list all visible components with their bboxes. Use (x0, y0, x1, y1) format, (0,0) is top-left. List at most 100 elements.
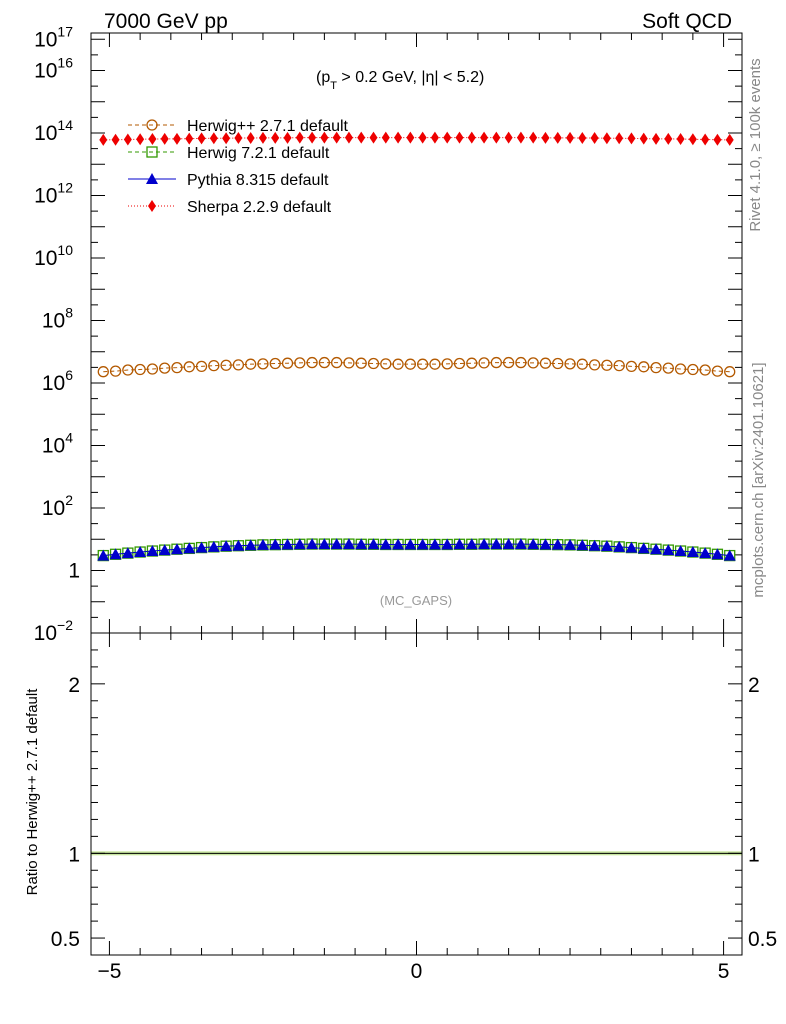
data-point-pythia-8-315-default (293, 538, 306, 550)
data-point-pythia-8-315-default (428, 538, 441, 550)
data-point-pythia-8-315-default (183, 542, 196, 554)
legend-label-sherpa-2-2-9-default: Sherpa 2.2.9 default (187, 199, 332, 216)
data-point-pythia-8-315-default (564, 538, 577, 550)
data-point-sherpa-2-2-9-default (283, 131, 292, 144)
data-point-sherpa-2-2-9-default (566, 131, 575, 144)
data-point-sherpa-2-2-9-default (271, 131, 280, 144)
data-point-herwig-2-7-1-default (245, 358, 257, 370)
data-point-herwig-2-7-1-default (294, 357, 306, 369)
data-point-pythia-8-315-default (613, 540, 626, 552)
series-line-pythia-8-315-default (103, 543, 730, 557)
ratio-ylabel: Ratio to Herwig++ 2.7.1 default (24, 688, 41, 896)
data-point-herwig-2-7-1-default (613, 359, 625, 372)
y-tick-label: 104 (42, 430, 73, 458)
legend-marker-herwig-2-7-1-default (146, 119, 158, 131)
data-point-pythia-8-315-default (416, 538, 429, 550)
data-point-herwig-2-7-1-default (515, 356, 527, 369)
data-point-sherpa-2-2-9-default (160, 132, 169, 145)
ratio-plot-frame (90, 632, 743, 956)
y-tick-label: 102 (42, 492, 73, 520)
data-point-herwig-2-7-1-default (318, 356, 331, 369)
data-point-sherpa-2-2-9-default (197, 132, 206, 145)
data-point-pythia-8-315-default (490, 538, 503, 550)
data-point-sherpa-2-2-9-default (320, 131, 329, 144)
data-point-pythia-8-315-default (478, 538, 491, 550)
data-point-sherpa-2-2-9-default (418, 131, 427, 144)
data-point-herwig-2-7-1-default (281, 357, 294, 369)
data-point-sherpa-2-2-9-default (344, 131, 353, 144)
data-point-sherpa-2-2-9-default (246, 132, 255, 145)
data-point-herwig-2-7-1-default (699, 364, 711, 376)
data-point-herwig-2-7-1-default (490, 356, 502, 369)
data-point-herwig-2-7-1-default (662, 362, 674, 374)
data-point-herwig-2-7-1-default (687, 363, 699, 376)
data-point-pythia-8-315-default (158, 544, 171, 556)
data-point-herwig-2-7-1-default (380, 358, 392, 370)
data-point-herwig-2-7-1-default (306, 356, 318, 369)
data-point-sherpa-2-2-9-default (369, 131, 378, 144)
data-point-sherpa-2-2-9-default (541, 131, 550, 144)
x-tick-label: 5 (718, 960, 730, 983)
data-point-pythia-8-315-default (379, 538, 392, 550)
data-point-herwig-2-7-1-default (404, 358, 417, 370)
data-point-sherpa-2-2-9-default (455, 131, 464, 144)
ratio-tick-label-left: 2 (68, 674, 80, 697)
data-point-herwig-2-7-1-default (416, 358, 429, 370)
data-point-herwig-2-7-1-default (146, 363, 159, 375)
data-point-sherpa-2-2-9-default (258, 131, 267, 144)
ratio-tick-label-left: 1 (68, 843, 80, 866)
header-left: 7000 GeV pp (104, 10, 228, 33)
data-point-herwig-2-7-1-default (269, 357, 281, 370)
data-point-sherpa-2-2-9-default (99, 133, 108, 146)
data-point-sherpa-2-2-9-default (443, 131, 452, 144)
data-point-herwig-2-7-1-default (195, 360, 208, 373)
data-point-pythia-8-315-default (514, 538, 527, 550)
data-point-sherpa-2-2-9-default (664, 132, 673, 145)
data-point-sherpa-2-2-9-default (406, 131, 415, 144)
legend-label-herwig-2-7-1-default: Herwig++ 2.7.1 default (187, 118, 349, 135)
data-point-pythia-8-315-default (551, 538, 564, 550)
data-point-pythia-8-315-default (232, 539, 245, 551)
data-point-sherpa-2-2-9-default (480, 131, 489, 144)
data-point-herwig-2-7-1-default (552, 357, 564, 370)
data-point-herwig-2-7-1-default (539, 357, 552, 369)
y-tick-label: 1016 (34, 55, 73, 83)
legend-marker-sherpa-2-2-9-default (148, 200, 156, 212)
data-point-herwig-2-7-1-default (674, 363, 687, 375)
legend-label-pythia-8-315-default: Pythia 8.315 default (187, 172, 329, 189)
data-point-herwig-2-7-1-default (355, 357, 367, 369)
data-point-sherpa-2-2-9-default (553, 131, 562, 144)
cut-label: (pT > 0.2 GeV, |η| < 5.2) (316, 69, 484, 92)
data-point-pythia-8-315-default (355, 538, 368, 550)
data-point-pythia-8-315-default (637, 542, 650, 554)
data-point-herwig-2-7-1-default (134, 363, 146, 376)
data-point-pythia-8-315-default (686, 546, 699, 558)
data-point-sherpa-2-2-9-default (172, 132, 181, 145)
data-point-pythia-8-315-default (367, 538, 380, 550)
data-point-sherpa-2-2-9-default (123, 133, 132, 146)
data-point-sherpa-2-2-9-default (492, 131, 501, 144)
data-point-pythia-8-315-default (244, 539, 257, 551)
data-point-sherpa-2-2-9-default (381, 131, 390, 144)
data-point-pythia-8-315-default (600, 540, 613, 552)
data-point-herwig-2-7-1-default (650, 361, 662, 374)
data-point-sherpa-2-2-9-default (467, 131, 476, 144)
data-point-pythia-8-315-default (207, 540, 220, 552)
data-point-pythia-8-315-default (318, 538, 331, 550)
cut-label-sub: T (330, 80, 337, 92)
ratio-ticks: 0.5 0.5 1 1 2 2 (51, 633, 777, 956)
data-point-herwig-2-7-1-default (343, 357, 355, 369)
x-tick-label: −5 (97, 960, 121, 983)
data-point-pythia-8-315-default (588, 539, 601, 551)
y-tick-label: 1 (68, 560, 80, 583)
data-point-pythia-8-315-default (723, 549, 736, 561)
data-point-herwig-2-7-1-default (97, 366, 109, 378)
y-tick-label: 10−2 (34, 617, 74, 645)
data-point-pythia-8-315-default (269, 538, 282, 550)
data-point-herwig-2-7-1-default (367, 357, 380, 370)
data-point-sherpa-2-2-9-default (111, 133, 120, 146)
data-point-pythia-8-315-default (539, 538, 552, 550)
data-point-pythia-8-315-default (170, 543, 183, 555)
data-point-sherpa-2-2-9-default (713, 133, 722, 146)
